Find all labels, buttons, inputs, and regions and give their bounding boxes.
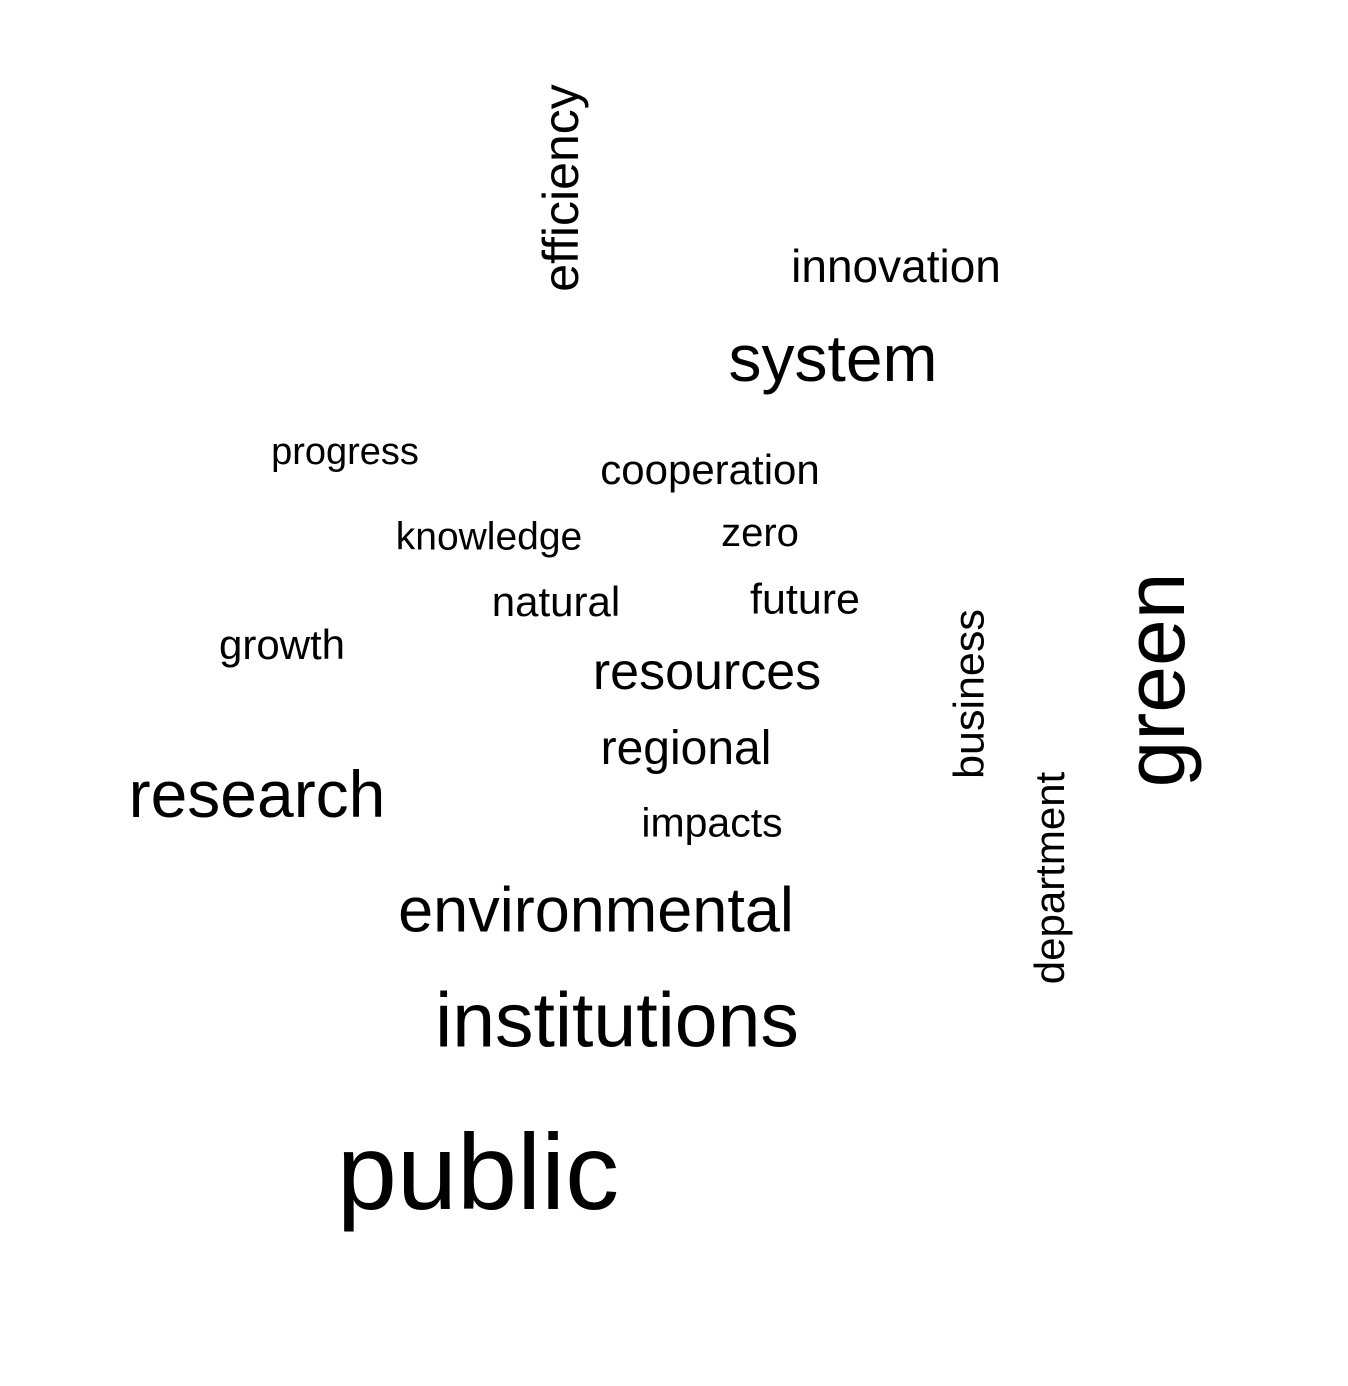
word-knowledge: knowledge: [395, 515, 583, 559]
word-institutions: institutions: [435, 977, 799, 1064]
word-system: system: [728, 321, 938, 395]
word-future: future: [750, 575, 860, 624]
word-resources: resources: [592, 643, 822, 701]
word-environmental: environmental: [398, 875, 794, 946]
word-department: department: [1026, 771, 1073, 985]
word-regional: regional: [600, 722, 772, 775]
word-public: public: [336, 1111, 620, 1232]
word-cooperation: cooperation: [600, 446, 820, 493]
word-efficiency: efficiency: [533, 84, 589, 292]
word-growth: growth: [218, 621, 346, 668]
word-impacts: impacts: [641, 799, 783, 846]
word-progress: progress: [271, 431, 419, 473]
word-green: green: [1108, 572, 1202, 788]
word-research: research: [128, 757, 386, 831]
word-zero: zero: [721, 511, 799, 555]
word-innovation: innovation: [791, 240, 1001, 292]
word-business: business: [945, 609, 994, 779]
word-natural: natural: [491, 578, 621, 625]
